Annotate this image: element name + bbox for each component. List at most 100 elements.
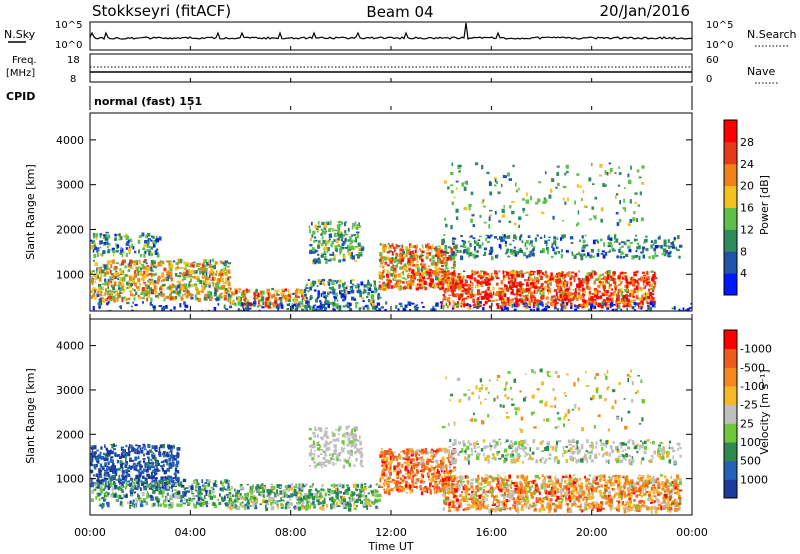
- echo-cell: [101, 479, 105, 483]
- echo-cell: [448, 299, 451, 303]
- echo-cell: [210, 295, 213, 300]
- echo-cell: [515, 254, 518, 257]
- echo-cell: [475, 254, 479, 258]
- echo-cell: [590, 162, 593, 167]
- echo-cell: [107, 486, 110, 490]
- echo-cell: [513, 304, 516, 308]
- echo-cell: [513, 283, 515, 287]
- echo-cell: [98, 505, 101, 507]
- echo-cell: [292, 293, 295, 295]
- echo-cell: [462, 242, 465, 247]
- echo-cell: [317, 294, 320, 298]
- echo-cell: [201, 503, 204, 507]
- echo-cell: [333, 280, 337, 282]
- echo-cell: [190, 490, 193, 493]
- echo-cell: [151, 469, 155, 473]
- echo-cell: [400, 258, 402, 261]
- echo-cell: [628, 248, 632, 253]
- echo-cell: [296, 502, 299, 504]
- echo-cell: [241, 302, 244, 307]
- echo-cell: [499, 236, 503, 240]
- echo-cell: [668, 255, 672, 258]
- echo-cell: [105, 270, 109, 273]
- echo-cell: [240, 309, 243, 311]
- y-tick-label: 4000: [56, 134, 84, 147]
- echo-cell: [231, 291, 233, 296]
- echo-cell: [332, 290, 336, 295]
- echo-cell: [229, 305, 233, 309]
- echo-cell: [151, 289, 155, 293]
- echo-cell: [321, 236, 324, 240]
- echo-cell: [348, 302, 352, 307]
- echo-cell: [385, 273, 389, 278]
- echo-cell: [198, 271, 202, 275]
- echo-cell: [552, 295, 556, 298]
- echo-cell: [134, 448, 136, 450]
- echo-cell: [204, 293, 208, 298]
- echo-cell: [209, 259, 212, 264]
- echo-cell: [420, 267, 424, 272]
- echo-cell: [90, 479, 93, 484]
- echo-cell: [154, 496, 159, 501]
- echo-cell: [144, 463, 147, 466]
- echo-cell: [510, 274, 514, 278]
- echo-cell: [617, 290, 620, 296]
- echo-cell: [632, 217, 636, 222]
- echo-cell: [489, 191, 493, 196]
- echo-cell: [100, 504, 104, 508]
- power-colorbar-label: Power [dB]: [758, 175, 771, 235]
- echo-cell: [437, 259, 441, 263]
- echo-cell: [139, 466, 142, 471]
- echo-cell: [125, 461, 128, 464]
- echo-cell: [110, 273, 113, 276]
- echo-cell: [306, 290, 310, 293]
- echo-cell: [125, 472, 128, 474]
- echo-cell: [545, 171, 547, 175]
- echo-cell: [615, 212, 619, 215]
- echo-cell: [345, 290, 348, 295]
- echo-cell: [399, 248, 402, 252]
- echo-cell: [561, 301, 564, 304]
- echo-cell: [97, 484, 101, 489]
- echo-cell: [591, 293, 595, 295]
- echo-cell: [401, 258, 404, 262]
- echo-cell: [597, 302, 601, 308]
- echo-cell: [608, 298, 612, 302]
- echo-cell: [332, 257, 336, 261]
- echo-cell: [393, 260, 396, 263]
- echo-cell: [508, 178, 512, 181]
- echo-cell: [128, 450, 131, 453]
- echo-cell: [464, 181, 467, 185]
- echo-cell: [627, 281, 631, 284]
- y-tick-label: 1000: [56, 268, 84, 281]
- echo-cell: [526, 302, 529, 307]
- echo-cell: [268, 294, 271, 299]
- echo-cell: [299, 305, 302, 308]
- echo-cell: [421, 254, 425, 257]
- echo-cell: [645, 292, 650, 297]
- echo-cell: [660, 244, 663, 249]
- echo-cell: [95, 496, 98, 500]
- echo-cell: [321, 221, 325, 226]
- echo-cell: [332, 228, 334, 232]
- echo-cell: [455, 180, 459, 183]
- freq-tick-bottom: 8: [70, 74, 76, 85]
- echo-cell: [259, 304, 261, 307]
- echo-cell: [617, 184, 621, 187]
- echo-cell: [201, 287, 204, 291]
- echo-cell: [336, 487, 339, 492]
- echo-cell: [133, 274, 136, 279]
- echo-cell: [623, 277, 626, 281]
- echo-cell: [104, 445, 106, 448]
- echo-cell: [183, 498, 186, 501]
- echo-cell: [423, 280, 427, 285]
- echo-cell: [145, 293, 148, 297]
- echo-cell: [481, 296, 485, 298]
- echo-cell: [363, 505, 366, 508]
- echo-cell: [318, 225, 321, 228]
- echo-cell: [353, 502, 356, 507]
- echo-cell: [107, 260, 111, 265]
- echo-cell: [469, 291, 472, 295]
- echo-cell: [557, 272, 560, 277]
- echo-cell: [609, 167, 613, 173]
